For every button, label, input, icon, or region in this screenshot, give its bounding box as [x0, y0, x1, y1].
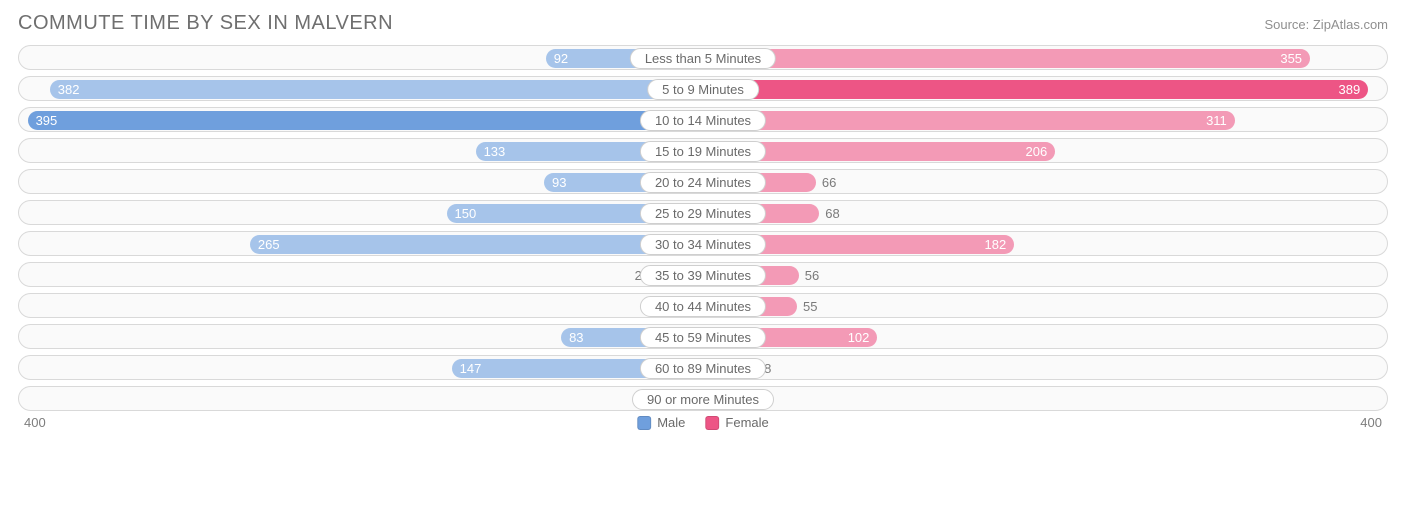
male-bar: 382 [50, 80, 703, 99]
legend-male: Male [637, 415, 685, 430]
male-bar: 265 [250, 235, 703, 254]
legend-male-label: Male [657, 415, 685, 430]
female-value: 56 [799, 263, 819, 287]
chart-row: 13320615 to 19 Minutes [18, 138, 1388, 163]
legend: Male Female [637, 415, 769, 430]
chart-row: 3823895 to 9 Minutes [18, 76, 1388, 101]
chart-row: 1472860 to 89 Minutes [18, 355, 1388, 380]
chart-row: 05540 to 44 Minutes [18, 293, 1388, 318]
female-value: 68 [819, 201, 839, 225]
chart-row: 1506825 to 29 Minutes [18, 200, 1388, 225]
category-label: 30 to 34 Minutes [640, 234, 766, 255]
chart-row: 8310245 to 59 Minutes [18, 324, 1388, 349]
female-bar: 355 [703, 49, 1310, 68]
male-bar: 395 [28, 111, 703, 130]
chart-row: 92355Less than 5 Minutes [18, 45, 1388, 70]
category-label: 35 to 39 Minutes [640, 265, 766, 286]
legend-female-label: Female [725, 415, 768, 430]
female-value: 66 [816, 170, 836, 194]
category-label: Less than 5 Minutes [630, 48, 776, 69]
chart-rows: 92355Less than 5 Minutes 3823895 to 9 Min… [18, 45, 1388, 411]
chart-row: 936620 to 24 Minutes [18, 169, 1388, 194]
axis-row: 400 Male Female 400 [18, 415, 1388, 430]
chart-row: 27290 or more Minutes [18, 386, 1388, 411]
male-swatch [637, 416, 651, 430]
female-swatch [705, 416, 719, 430]
commute-chart: COMMUTE TIME BY SEX IN MALVERN Source: Z… [0, 0, 1406, 522]
axis-right-max: 400 [1360, 415, 1382, 430]
category-label: 60 to 89 Minutes [640, 358, 766, 379]
category-label: 25 to 29 Minutes [640, 203, 766, 224]
chart-row: 255635 to 39 Minutes [18, 262, 1388, 287]
legend-female: Female [705, 415, 768, 430]
female-bar: 389 [703, 80, 1368, 99]
chart-row: 39531110 to 14 Minutes [18, 107, 1388, 132]
chart-source: Source: ZipAtlas.com [1264, 17, 1388, 32]
female-value: 55 [797, 294, 817, 318]
category-label: 90 or more Minutes [632, 389, 774, 410]
female-bar: 311 [703, 111, 1235, 130]
category-label: 20 to 24 Minutes [640, 172, 766, 193]
axis-left-max: 400 [24, 415, 46, 430]
category-label: 15 to 19 Minutes [640, 141, 766, 162]
category-label: 5 to 9 Minutes [647, 79, 759, 100]
chart-row: 26518230 to 34 Minutes [18, 231, 1388, 256]
chart-header: COMMUTE TIME BY SEX IN MALVERN Source: Z… [18, 12, 1388, 35]
category-label: 45 to 59 Minutes [640, 327, 766, 348]
category-label: 10 to 14 Minutes [640, 110, 766, 131]
chart-title: COMMUTE TIME BY SEX IN MALVERN [18, 12, 393, 35]
category-label: 40 to 44 Minutes [640, 296, 766, 317]
